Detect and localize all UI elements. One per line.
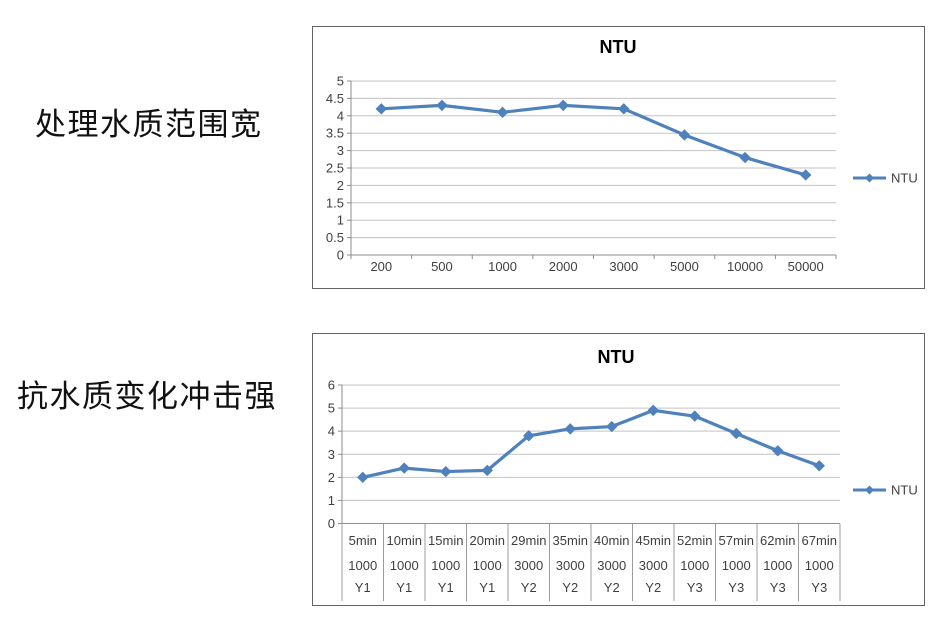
data-point-marker	[523, 430, 535, 442]
category-table-cell: 29min	[511, 533, 546, 548]
chart-title: NTU	[600, 37, 637, 57]
category-table-cell: 1000	[473, 558, 502, 573]
category-table-cell: 3000	[556, 558, 585, 573]
legend-marker-icon	[865, 485, 874, 495]
y-tick-label: 4	[337, 108, 344, 123]
category-table-cell: 62min	[760, 533, 795, 548]
y-tick-label: 2	[328, 470, 335, 485]
y-tick-label: 3	[328, 447, 335, 462]
ntu-line-chart-bottom: NTU 0 1 2 3 4 5 6 5min 1000 Y1 10min 1000 Y1 15min 1000…	[312, 333, 925, 606]
category-table-cell: 3000	[514, 558, 543, 573]
data-point-marker	[481, 464, 493, 477]
category-table-cell: Y3	[728, 580, 744, 595]
x-tick-label: 10000	[727, 259, 763, 274]
data-point-marker	[730, 427, 742, 440]
data-point-marker	[564, 423, 576, 435]
category-table-cell: 1000	[805, 558, 834, 573]
category-table-cell: 1000	[680, 558, 709, 573]
data-point-marker	[799, 169, 812, 181]
data-point-marker	[440, 465, 452, 478]
y-tick-label: 2	[337, 178, 344, 193]
section-label-top: 处理水质范围宽	[35, 107, 263, 143]
section-label-bottom: 抗水质变化冲击强	[17, 379, 277, 415]
category-table-cell: 40min	[594, 533, 629, 548]
category-table-cell: 10min	[387, 533, 422, 548]
category-table-cell: 3000	[597, 558, 626, 573]
category-table-cell: Y1	[355, 580, 371, 595]
category-table-cell: 20min	[470, 533, 505, 548]
data-point-marker	[647, 404, 659, 417]
category-table-cell: Y2	[604, 580, 620, 595]
category-table-cell: 1000	[348, 558, 377, 573]
y-tick-label: 3	[337, 143, 344, 158]
category-table-cell: Y2	[645, 580, 661, 595]
data-point-marker	[496, 106, 509, 119]
category-table-cell: Y1	[396, 580, 412, 595]
y-tick-label: 0	[328, 516, 335, 531]
legend-label: NTU	[891, 483, 918, 498]
data-point-marker	[678, 129, 691, 141]
ntu-line-chart-top-canvas: NTU 0 0.5 1 1.5 2 2.5 3 3.5 4 4.5 5 200 500 1000 2000 30…	[326, 37, 918, 274]
category-table-cell: Y1	[479, 580, 495, 595]
category-table-cell: Y2	[521, 580, 537, 595]
category-table-cell: 1000	[722, 558, 751, 573]
legend-label: NTU	[891, 171, 918, 186]
data-point-marker	[606, 420, 618, 433]
ntu-line-chart-top: NTU 0 0.5 1 1.5 2 2.5 3 3.5 4 4.5 5 200 500 1000 2000 30…	[312, 26, 925, 289]
category-table-cell: 45min	[636, 533, 671, 548]
ntu-line-chart-bottom-canvas: NTU 0 1 2 3 4 5 6 5min 1000 Y1 10min 1000 Y1 15min 1000…	[328, 347, 918, 601]
y-tick-label: 5	[337, 74, 344, 89]
category-table-cell: Y3	[811, 580, 827, 595]
y-tick-label: 0	[337, 248, 344, 263]
category-table-cell: Y1	[438, 580, 454, 595]
category-table-cell: Y3	[770, 580, 786, 595]
data-point-marker	[618, 103, 630, 115]
data-point-marker	[557, 99, 569, 112]
x-tick-label: 3000	[609, 259, 638, 274]
x-tick-label: 50000	[788, 259, 824, 274]
y-tick-label: 4	[328, 424, 335, 439]
data-point-marker	[375, 103, 388, 115]
data-point-marker	[813, 460, 825, 472]
data-point-marker	[739, 151, 751, 164]
data-point-marker	[398, 462, 410, 474]
x-tick-label: 5000	[670, 259, 699, 274]
category-table-cell: 52min	[677, 533, 712, 548]
y-tick-label: 2.5	[326, 161, 344, 176]
y-tick-label: 0.5	[326, 230, 344, 245]
category-table-cell: 5min	[349, 533, 377, 548]
y-tick-label: 1	[328, 493, 335, 508]
category-table-cell: Y2	[562, 580, 578, 595]
x-tick-label: 2000	[549, 259, 578, 274]
data-point-marker	[689, 410, 701, 422]
category-table-cell: 35min	[553, 533, 588, 548]
category-table-cell: 1000	[431, 558, 460, 573]
series-line	[361, 408, 821, 479]
category-table-cell: Y3	[687, 580, 703, 595]
data-point-marker	[357, 471, 369, 484]
category-table-cell: 15min	[428, 533, 463, 548]
category-table-cell: 67min	[802, 533, 837, 548]
series-line	[379, 103, 808, 177]
y-tick-label: 1.5	[326, 195, 344, 210]
category-table-cell: 1000	[390, 558, 419, 573]
legend-marker-icon	[865, 173, 874, 183]
category-table-cell: 3000	[639, 558, 668, 573]
y-tick-label: 5	[328, 401, 335, 416]
data-point-marker	[772, 445, 784, 457]
y-tick-label: 1	[337, 213, 344, 228]
y-tick-label: 6	[328, 378, 335, 393]
chart-title: NTU	[598, 347, 635, 367]
category-table-cell: 1000	[763, 558, 792, 573]
category-table-cell: 57min	[719, 533, 754, 548]
y-tick-label: 4.5	[326, 91, 344, 106]
data-point-marker	[436, 99, 448, 112]
x-tick-label: 500	[431, 259, 453, 274]
x-tick-label: 200	[370, 259, 392, 274]
y-tick-label: 3.5	[326, 126, 344, 141]
x-tick-label: 1000	[488, 259, 517, 274]
